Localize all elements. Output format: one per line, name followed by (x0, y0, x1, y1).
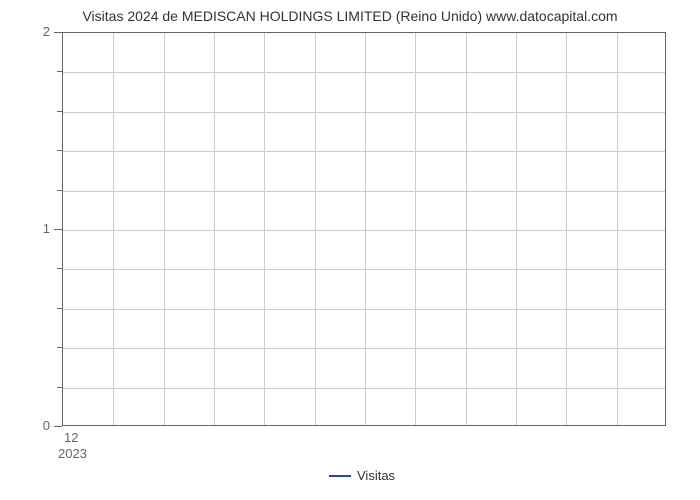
plot-area (62, 32, 666, 426)
grid-line-h (63, 72, 665, 73)
legend-label: Visitas (357, 468, 395, 483)
grid-line-h (63, 191, 665, 192)
grid-line-h (63, 112, 665, 113)
grid-line-h (63, 348, 665, 349)
y-axis-label: 0 (34, 418, 50, 433)
legend: Visitas (329, 468, 395, 483)
grid-line-v (315, 33, 316, 425)
grid-line-v (566, 33, 567, 425)
y-tick-minor (57, 347, 62, 348)
grid-line-v (164, 33, 165, 425)
y-tick-minor (57, 111, 62, 112)
grid-line-v (214, 33, 215, 425)
chart-container: Visitas 2024 de MEDISCAN HOLDINGS LIMITE… (0, 0, 700, 500)
grid-line-v (415, 33, 416, 425)
chart-title: Visitas 2024 de MEDISCAN HOLDINGS LIMITE… (0, 0, 700, 24)
y-tick-minor (57, 308, 62, 309)
y-tick (54, 32, 62, 33)
y-tick-minor (57, 268, 62, 269)
x-axis-label: 12 (64, 430, 78, 445)
y-tick-minor (57, 387, 62, 388)
grid-line-v (617, 33, 618, 425)
y-axis-label: 2 (34, 24, 50, 39)
grid-line-v (516, 33, 517, 425)
grid-line-v (264, 33, 265, 425)
y-tick (54, 229, 62, 230)
grid-line-h (63, 309, 665, 310)
y-tick-minor (57, 150, 62, 151)
y-tick-minor (57, 190, 62, 191)
grid-line-h (63, 151, 665, 152)
y-tick (54, 426, 62, 427)
x-axis-year-label: 2023 (58, 446, 87, 461)
grid-line-v (466, 33, 467, 425)
grid-line-v (113, 33, 114, 425)
grid-line-h (63, 269, 665, 270)
legend-line-icon (329, 475, 351, 477)
y-axis-label: 1 (34, 221, 50, 236)
y-tick-minor (57, 71, 62, 72)
grid-line-v (365, 33, 366, 425)
grid-line-h (63, 230, 665, 231)
grid-line-h (63, 388, 665, 389)
